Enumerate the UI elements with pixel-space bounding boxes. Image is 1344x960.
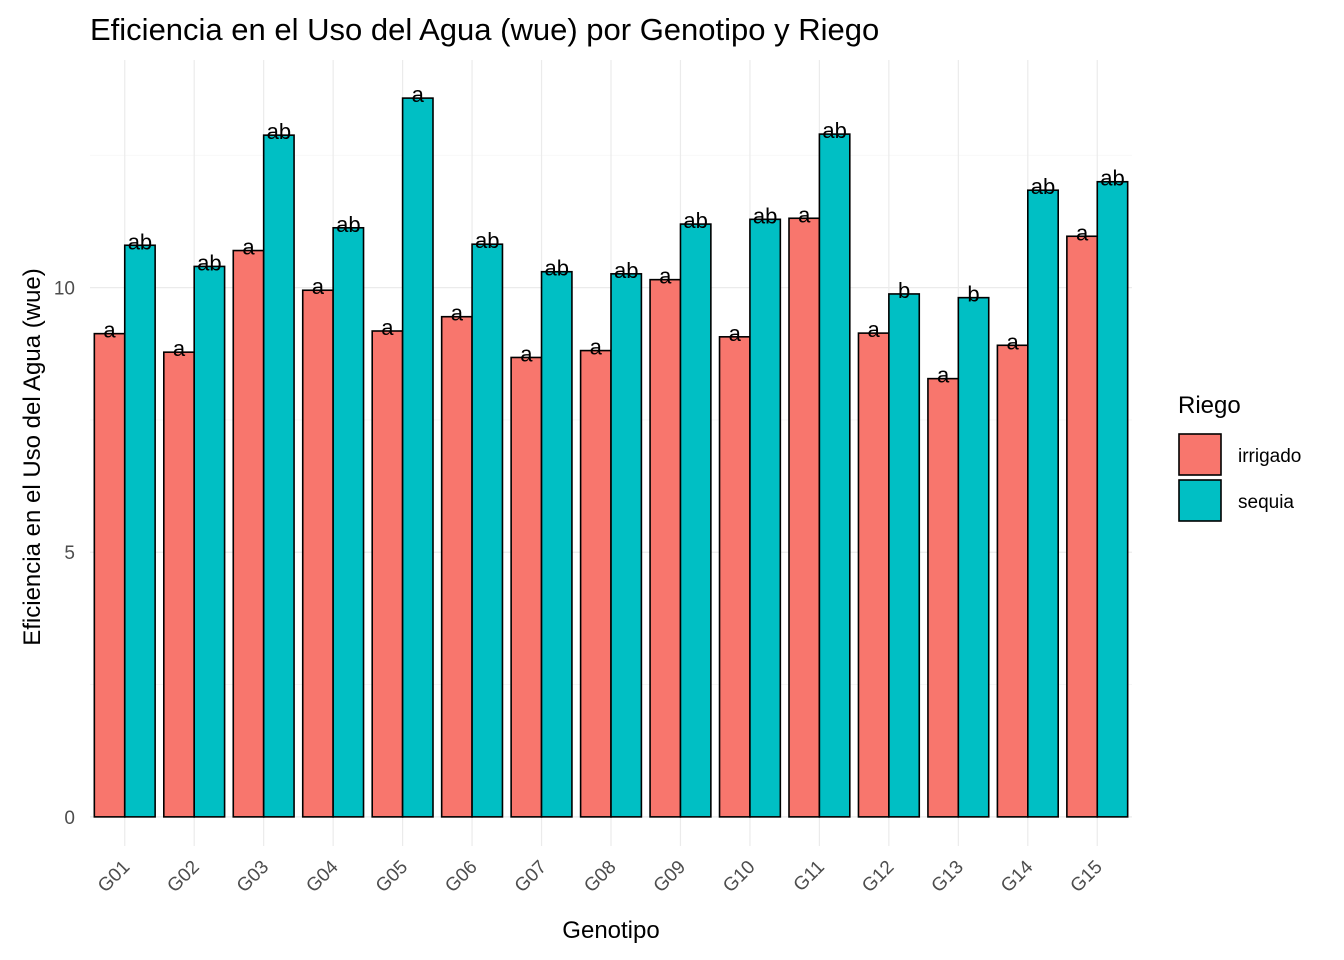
legend-key-irrigado xyxy=(1178,433,1222,476)
bar-sequia-G11 xyxy=(818,133,851,818)
y-axis-title: Eficiencia en el Uso del Agua (wue) xyxy=(19,268,46,646)
bar-sequia-G10 xyxy=(749,218,782,818)
bar-label-irrigado-G09: a xyxy=(659,264,672,289)
bar-sequia-G01 xyxy=(123,244,156,818)
bar-label-sequia-G15: ab xyxy=(1100,166,1124,191)
x-tick-label: G01 xyxy=(94,857,134,897)
x-tick-label: G07 xyxy=(511,857,551,897)
bar-sequia-G03 xyxy=(262,134,295,818)
bar-label-irrigado-G04: a xyxy=(312,274,325,299)
bar-irrigado-G03 xyxy=(232,249,265,818)
legend-label-irrigado: irrigado xyxy=(1238,446,1301,467)
bar-sequia-G12 xyxy=(888,293,921,818)
bar-irrigado-G02 xyxy=(163,351,196,818)
bar-label-sequia-G02: ab xyxy=(197,250,221,275)
bar-irrigado-G08 xyxy=(579,349,612,818)
bar-irrigado-G04 xyxy=(301,289,334,818)
bar-irrigado-G10 xyxy=(718,336,751,818)
bar-label-sequia-G05: a xyxy=(412,82,425,107)
x-tick-label: G09 xyxy=(650,857,690,897)
y-tick-label: 10 xyxy=(54,279,75,300)
bar-label-irrigado-G03: a xyxy=(242,235,255,260)
x-tick-label: G04 xyxy=(302,856,343,897)
y-axis-ticks: 0 5 10 xyxy=(54,279,75,829)
bar-label-irrigado-G02: a xyxy=(173,336,186,361)
y-tick-label: 5 xyxy=(64,543,75,564)
x-tick-label: G03 xyxy=(233,857,273,897)
bar-irrigado-G14 xyxy=(996,344,1029,818)
bar-irrigado-G09 xyxy=(649,278,682,818)
bar-sequia-G08 xyxy=(610,273,643,818)
bar-label-sequia-G03: ab xyxy=(267,119,291,144)
bar-label-irrigado-G13: a xyxy=(937,363,950,388)
legend: Riego irrigado sequia xyxy=(1178,392,1301,522)
bar-label-irrigado-G14: a xyxy=(1006,329,1019,354)
bar-label-sequia-G14: ab xyxy=(1031,174,1055,199)
bar-label-sequia-G04: ab xyxy=(336,212,360,237)
bar-label-irrigado-G15: a xyxy=(1076,220,1089,245)
bar-irrigado-G12 xyxy=(857,332,890,818)
legend-label-sequia: sequia xyxy=(1238,492,1294,513)
bar-label-sequia-G08: ab xyxy=(614,258,638,283)
bar-irrigado-G05 xyxy=(371,330,404,818)
x-axis-ticks: G01 G02 G03 G04 G05 G06 G07 G08 G09 G10 G11 G12 G13 G… xyxy=(94,856,1107,897)
bar-label-sequia-G10: ab xyxy=(753,203,777,228)
bar-sequia-G09 xyxy=(679,223,712,818)
bar-sequia-G14 xyxy=(1027,189,1060,818)
x-tick-label: G14 xyxy=(997,856,1038,897)
y-tick-label: 0 xyxy=(64,808,75,829)
x-tick-label: G11 xyxy=(790,857,829,896)
bar-irrigado-G07 xyxy=(510,356,543,818)
bar-label-sequia-G11: ab xyxy=(822,118,846,143)
bar-label-irrigado-G08: a xyxy=(590,335,603,360)
x-tick-label: G10 xyxy=(719,857,759,897)
x-tick-label: G08 xyxy=(580,857,620,897)
x-tick-label: G06 xyxy=(441,857,481,897)
bar-label-irrigado-G01: a xyxy=(103,318,116,343)
bar-sequia-G15 xyxy=(1096,180,1129,818)
bar-label-sequia-G01: ab xyxy=(128,229,152,254)
bar-label-irrigado-G12: a xyxy=(868,317,881,342)
bar-label-sequia-G13: b xyxy=(967,282,979,307)
bar-irrigado-G13 xyxy=(927,377,960,818)
bar-label-irrigado-G10: a xyxy=(729,321,742,346)
x-tick-label: G15 xyxy=(1067,857,1107,897)
legend-title: Riego xyxy=(1178,392,1241,419)
bar-sequia-G07 xyxy=(540,270,573,818)
bar-sequia-G05 xyxy=(401,97,434,818)
bar-label-sequia-G12: b xyxy=(898,278,910,303)
bar-irrigado-G01 xyxy=(93,332,126,818)
bar-label-irrigado-G11: a xyxy=(798,202,811,227)
legend-key-sequia xyxy=(1178,479,1222,522)
x-tick-label: G02 xyxy=(163,857,203,897)
bar-sequia-G04 xyxy=(332,226,365,818)
bars xyxy=(93,97,1129,818)
bar-sequia-G02 xyxy=(193,265,226,818)
bar-label-irrigado-G05: a xyxy=(381,315,394,340)
bar-sequia-G06 xyxy=(471,243,504,818)
bar-label-sequia-G06: ab xyxy=(475,228,499,253)
x-tick-label: G13 xyxy=(928,857,968,897)
bar-label-sequia-G07: ab xyxy=(544,256,568,281)
bar-sequia-G13 xyxy=(957,296,990,818)
bar-label-irrigado-G06: a xyxy=(451,301,464,326)
chart-title: Eficiencia en el Uso del Agua (wue) por … xyxy=(90,12,879,47)
bar-label-irrigado-G07: a xyxy=(520,341,533,366)
x-tick-label: G12 xyxy=(858,857,898,897)
bar-irrigado-G06 xyxy=(440,315,473,818)
x-tick-label: G05 xyxy=(372,857,412,897)
bar-irrigado-G11 xyxy=(788,217,821,818)
bar-irrigado-G15 xyxy=(1066,235,1099,818)
x-axis-title: Genotipo xyxy=(562,917,659,944)
bar-label-sequia-G09: ab xyxy=(683,208,707,233)
